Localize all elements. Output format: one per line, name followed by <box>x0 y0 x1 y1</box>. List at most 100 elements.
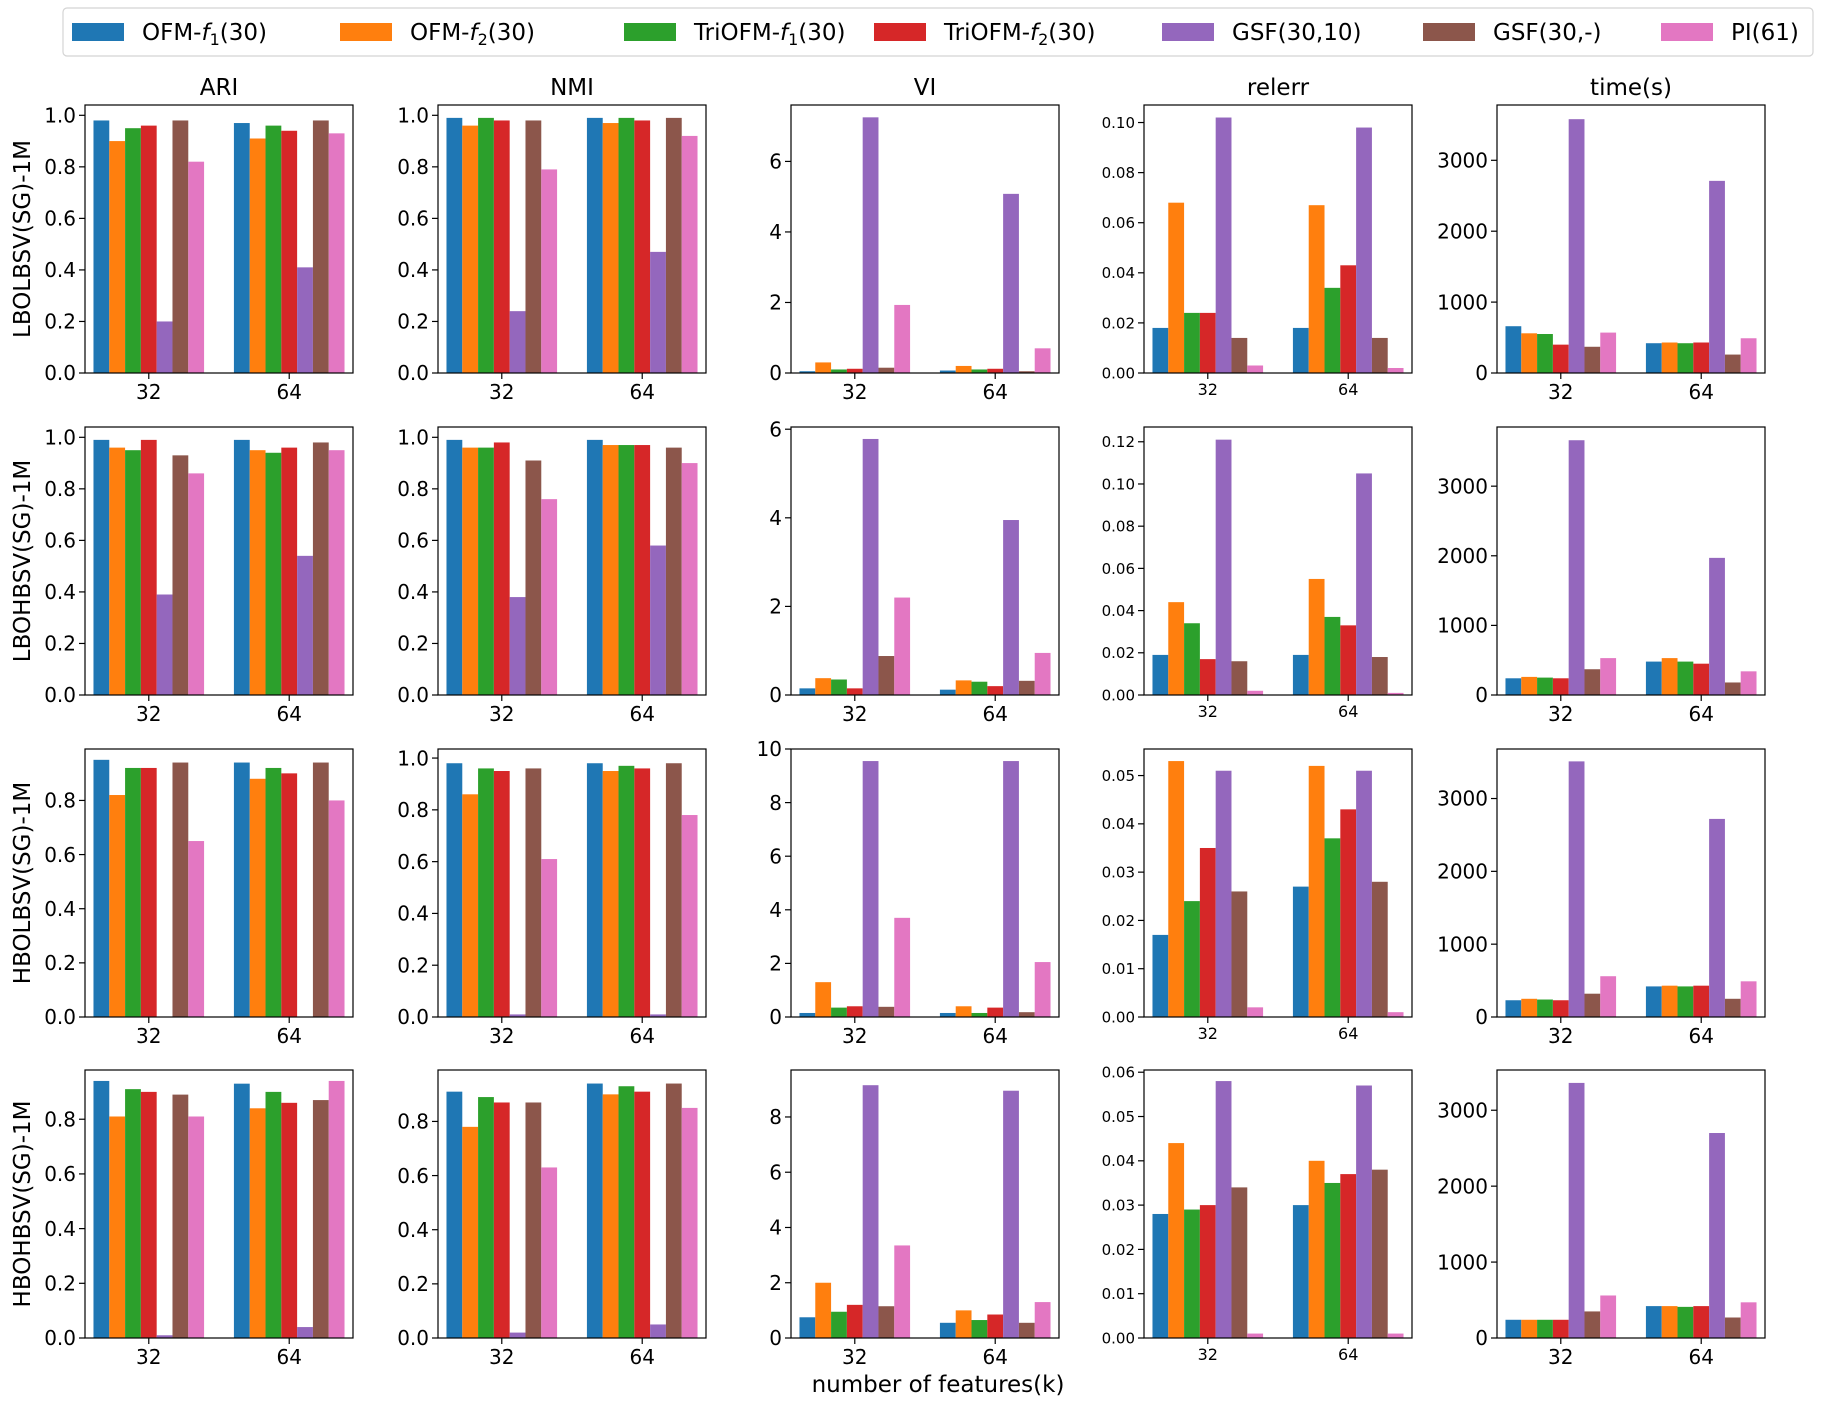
bar-gsf10-k32 <box>862 117 879 373</box>
x-tick-label: 64 <box>1338 1024 1358 1043</box>
bar-ofm2-k64 <box>955 1006 972 1017</box>
x-tick-label: 32 <box>136 1345 161 1369</box>
x-tick-label: 32 <box>842 702 867 726</box>
bar-ofm2-k64 <box>1308 205 1325 373</box>
bar-gsf10-k32 <box>862 1085 879 1338</box>
bar-ofm1-k32 <box>93 120 110 374</box>
bar-tri2-k64 <box>634 768 651 1017</box>
bars <box>799 438 1051 695</box>
bar-ofm2-k32 <box>815 362 832 373</box>
row-label: LBOHBSV(SG)-1M <box>10 460 36 662</box>
y-tick-label: 8 <box>769 791 782 815</box>
y-tick-label: 6 <box>769 417 782 441</box>
bar-pi-k32 <box>1247 1333 1264 1338</box>
bar-ofm2-k64 <box>249 778 266 1017</box>
bar-gsfd-k64 <box>312 442 329 695</box>
y-tick-label: 0.10 <box>1102 475 1135 493</box>
bar-gsfd-k64 <box>312 120 329 374</box>
bar-tri2-k32 <box>493 1102 510 1338</box>
bar-tri2-k64 <box>987 1007 1004 1017</box>
plot-frame <box>1143 748 1413 1018</box>
y-tick-label: 0.02 <box>1102 644 1135 662</box>
bar-pi-k32 <box>1247 690 1264 695</box>
bar-gsf10-k32 <box>1215 1081 1232 1338</box>
y-tick-label: 0.10 <box>1102 114 1135 132</box>
bar-ofm2-k32 <box>462 125 479 374</box>
bar-tri1-k32 <box>125 128 141 373</box>
panel-r1-ari: 0.0 0.2 0.4 0.6 0.8 1.0 32 64 ARI LBOLBSV(SG)-1M <box>10 75 354 404</box>
bar-pi-k32 <box>1247 1007 1264 1017</box>
bar-gsf10-k64 <box>650 251 666 373</box>
legend-label-ofm1: OFM-f1(30) <box>142 20 267 49</box>
bar-ofm2-k32 <box>1521 333 1538 373</box>
bar-ofm2-k64 <box>955 365 972 373</box>
y-tick-label: 0.8 <box>44 155 76 179</box>
y-tick-label: 6 <box>769 1160 782 1184</box>
y-tick-label: 1000 <box>1437 932 1488 956</box>
bar-gsfd-k64 <box>1724 682 1741 695</box>
bar-tri2-k64 <box>281 130 298 373</box>
bar-gsf10-k32 <box>862 761 879 1017</box>
bar-ofm1-k32 <box>446 1091 463 1338</box>
bar-tri1-k64 <box>971 681 988 695</box>
bar-ofm2-k32 <box>1168 761 1185 1017</box>
bar-pi-k64 <box>1740 981 1757 1017</box>
bar-gsf10-k32 <box>1568 761 1585 1017</box>
bar-tri1-k64 <box>265 767 282 1017</box>
legend-label-gsf10: GSF(30,10) <box>1232 20 1361 46</box>
bar-tri1-k32 <box>478 768 494 1017</box>
bar-ofm2-k32 <box>815 1282 832 1338</box>
column-title-relerr: relerr <box>1247 75 1310 101</box>
bar-ofm1-k32 <box>799 371 816 373</box>
legend: OFM-f1(30) OFM-f2(30) TriOFM-f1(30) TriOFM-… <box>62 7 1814 57</box>
x-tick-label: 32 <box>1548 702 1573 726</box>
panel-r1-nmi: 0.0 0.2 0.4 0.6 0.8 1.0 32 64 NMI <box>397 75 707 404</box>
y-tick-label: 0.6 <box>397 529 429 553</box>
bar-gsf10-k64 <box>1709 1133 1725 1338</box>
bar-gsfd-k64 <box>1371 1169 1388 1338</box>
bar-ofm1-k64 <box>1645 1306 1662 1338</box>
y-tick-label: 3000 <box>1437 474 1488 498</box>
y-tick-label: 0.4 <box>397 580 429 604</box>
y-tick-label: 0.04 <box>1102 264 1135 282</box>
bar-gsf10-k32 <box>1215 439 1232 695</box>
bar-gsfd-k64 <box>312 762 329 1017</box>
bar-gsf10-k32 <box>1568 440 1585 695</box>
y-tick-label: 2000 <box>1437 1174 1488 1198</box>
y-tick-label: 0.2 <box>44 951 76 975</box>
bar-tri2-k32 <box>846 1304 863 1338</box>
bar-gsf10-k32 <box>862 438 879 695</box>
y-tick-label: 0 <box>769 361 782 385</box>
bar-ofm1-k32 <box>1505 1000 1522 1017</box>
bar-gsfd-k64 <box>665 447 682 695</box>
panel-grid: 0.00.20.40.60.81.032 64ARILBOLBSV(SG)-1M0… <box>10 75 1766 1369</box>
bar-gsf10-k32 <box>509 1014 526 1017</box>
panel-r1-vi: 0 2 4 6 32 64 VI <box>769 75 1060 404</box>
bar-ofm2-k32 <box>815 678 832 695</box>
y-tick-label: 0.04 <box>1102 602 1135 620</box>
bar-ofm1-k32 <box>1152 1213 1169 1338</box>
bar-tri1-k64 <box>971 369 988 373</box>
bar-pi-k32 <box>541 859 558 1017</box>
panel-r2-vi: 0 2 4 6 32 64 <box>769 417 1060 726</box>
x-tick-label: 32 <box>1198 380 1218 399</box>
bars <box>1505 119 1757 374</box>
bar-ofm1-k64 <box>233 762 250 1017</box>
bar-gsf10-k64 <box>650 1324 666 1338</box>
y-tick-label: 0.6 <box>44 1162 76 1186</box>
bars <box>1152 1081 1404 1338</box>
bar-ofm1-k32 <box>1505 326 1522 373</box>
y-tick-label: 0.12 <box>1102 433 1135 451</box>
x-tick-label: 64 <box>1688 380 1713 404</box>
bar-tri2-k64 <box>1693 1306 1710 1338</box>
bar-gsfd-k32 <box>1584 1311 1601 1338</box>
bar-gsfd-k64 <box>1018 680 1035 695</box>
legend-swatch-ofm2 <box>340 23 392 41</box>
x-tick-label: 32 <box>1198 1345 1218 1364</box>
bars <box>93 759 345 1017</box>
bar-gsf10-k64 <box>297 1327 313 1338</box>
bar-ofm1-k64 <box>1292 1205 1309 1338</box>
y-tick-label: 0.06 <box>1102 214 1135 232</box>
y-tick-label: 1.0 <box>397 746 429 770</box>
bar-ofm2-k64 <box>1308 1160 1325 1338</box>
